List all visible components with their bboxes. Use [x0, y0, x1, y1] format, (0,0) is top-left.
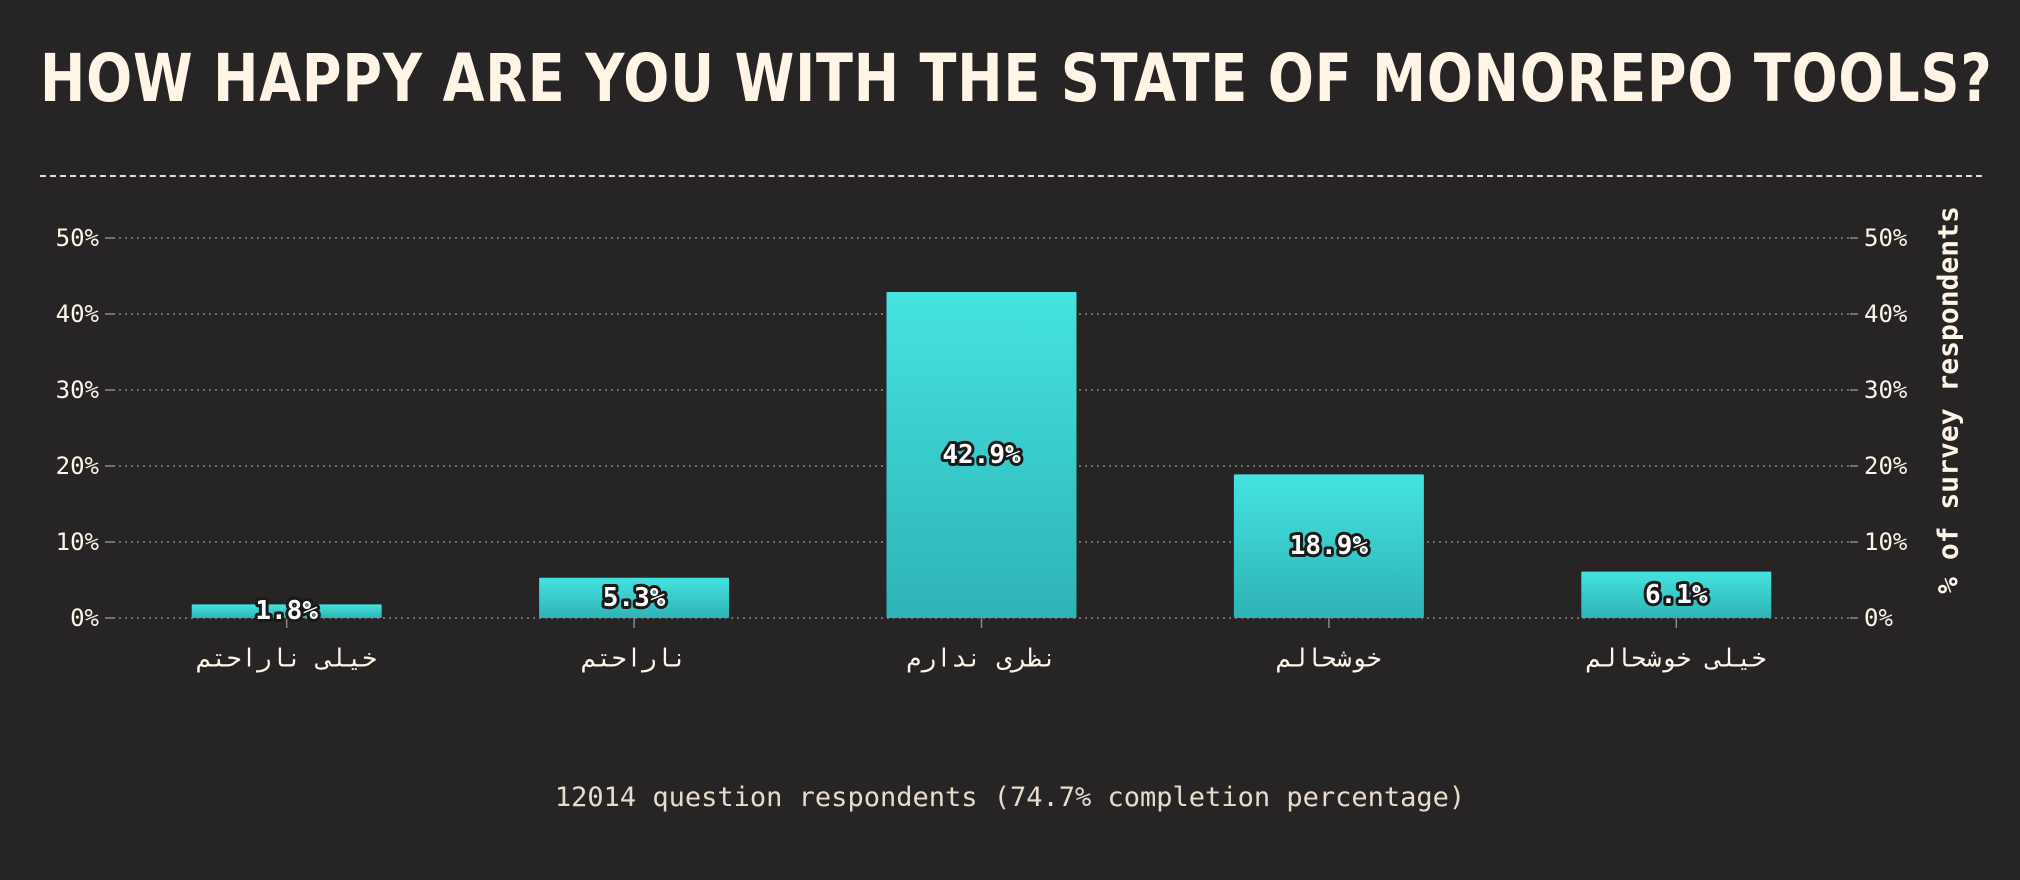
y-tick-label: 30%: [1864, 376, 1908, 404]
value-label: 6.1%: [1645, 580, 1708, 610]
x-tick-label: خیلی خوشحالم: [1586, 644, 1767, 673]
x-tick-label: خوشحالم: [1276, 644, 1381, 673]
y-tick-label: 40%: [1864, 300, 1908, 328]
y-axis-title-text: % of survey respondents: [1931, 206, 1965, 594]
bar: [1581, 571, 1772, 618]
x-tick-label: ناراحتم: [581, 644, 686, 673]
x-axis: خیلی ناراحتم ناراحتم نظری ندارم خوشحالم خیلی…: [196, 618, 1767, 673]
bar: [1233, 474, 1424, 618]
y-tick-label: 40%: [56, 300, 100, 328]
y-tick-label: 20%: [56, 452, 100, 480]
x-tick-label: خیلی ناراحتم: [196, 644, 377, 673]
y-axis-right: 0% 10% 20% 30% 40% 50%: [1850, 224, 1908, 632]
y-tick-label: 0%: [70, 604, 99, 632]
y-tick-label: 0%: [1864, 604, 1893, 632]
bars: [191, 291, 1772, 618]
bar: [191, 604, 382, 618]
value-label: 5.3%: [603, 583, 666, 613]
title-divider: [40, 175, 1982, 177]
value-label: 1.8%: [255, 596, 318, 626]
y-tick-label: 20%: [1864, 452, 1908, 480]
bar: [539, 577, 730, 618]
value-labels: 1.8% 5.3% 42.9% 18.9% 6.1%: [252, 437, 1711, 629]
y-tick-label: 50%: [1864, 224, 1908, 252]
value-label: 42.9%: [942, 440, 1021, 470]
y-tick-label: 30%: [56, 376, 100, 404]
y-axis-left: 0% 10% 20% 30% 40% 50%: [56, 224, 113, 632]
x-tick-label: نظری ندارم: [906, 644, 1057, 673]
y-tick-label: 50%: [56, 224, 100, 252]
respondents-footer: 12014 question respondents (74.7% comple…: [554, 782, 1466, 813]
chart-title: HOW HAPPY ARE YOU WITH THE STATE OF MONO…: [40, 40, 1993, 117]
bar: [886, 291, 1077, 618]
value-label: 18.9%: [1290, 531, 1369, 561]
y-tick-label: 10%: [56, 528, 100, 556]
gridlines: [113, 237, 1850, 619]
y-tick-label: 10%: [1864, 528, 1908, 556]
